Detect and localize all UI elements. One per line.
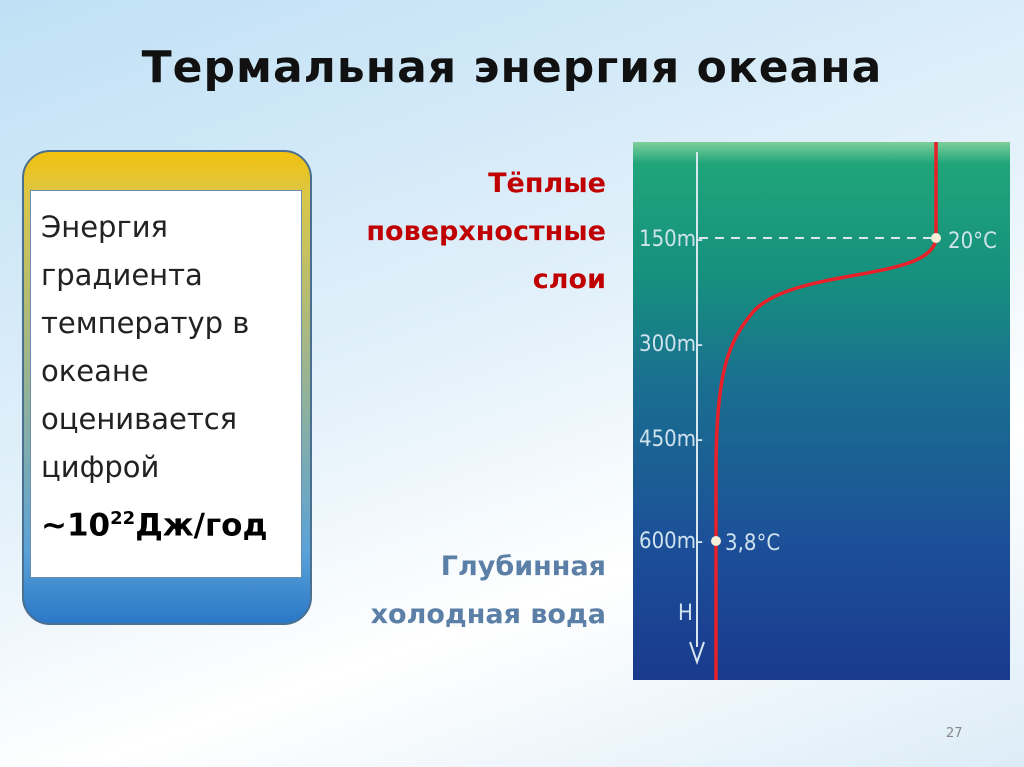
surface-temp: 20°C [948,229,997,254]
ocean-diagram: 150m- 300m- 450m- 600m- 20°C 3,8°C H [633,142,1010,680]
value-unit: Дж/год [135,507,268,544]
info-line: температур в [41,306,250,340]
warm-line: Тёплые [488,168,606,199]
value-prefix: ~10 [41,507,111,544]
temperature-curve [714,142,938,680]
axis-label: H [678,601,693,626]
warm-label: Тёплые поверхностные слои [366,160,606,304]
depth-label: 300m- [639,332,703,357]
info-line: оценивается [41,402,238,436]
cold-line: холодная вода [370,599,606,630]
info-line: градиента [41,258,203,292]
info-line: цифрой [41,450,160,484]
cold-line: Глубинная [440,551,606,582]
value-exponent: 22 [110,508,136,529]
deep-point [711,536,721,546]
depth-label: 150m- [639,227,703,252]
depth-label: 450m- [639,427,703,452]
deep-temp: 3,8°C [725,531,780,556]
surface-point [931,233,941,243]
depth-label: 600m- [639,529,703,554]
water [633,142,1010,680]
warm-line: поверхностные [366,216,606,247]
title: Термальная энергия океана [141,42,883,93]
warm-line: слои [532,264,606,295]
info-box: Энергия градиента температур в океане оц… [30,190,302,578]
page-number: 27 [946,726,963,741]
info-line: океане [41,354,149,388]
axis-arrow [689,641,705,666]
info-line: Энергия [41,210,168,244]
cold-label: Глубинная холодная вода [371,543,606,639]
info-value: ~1022Дж/год [41,491,301,553]
